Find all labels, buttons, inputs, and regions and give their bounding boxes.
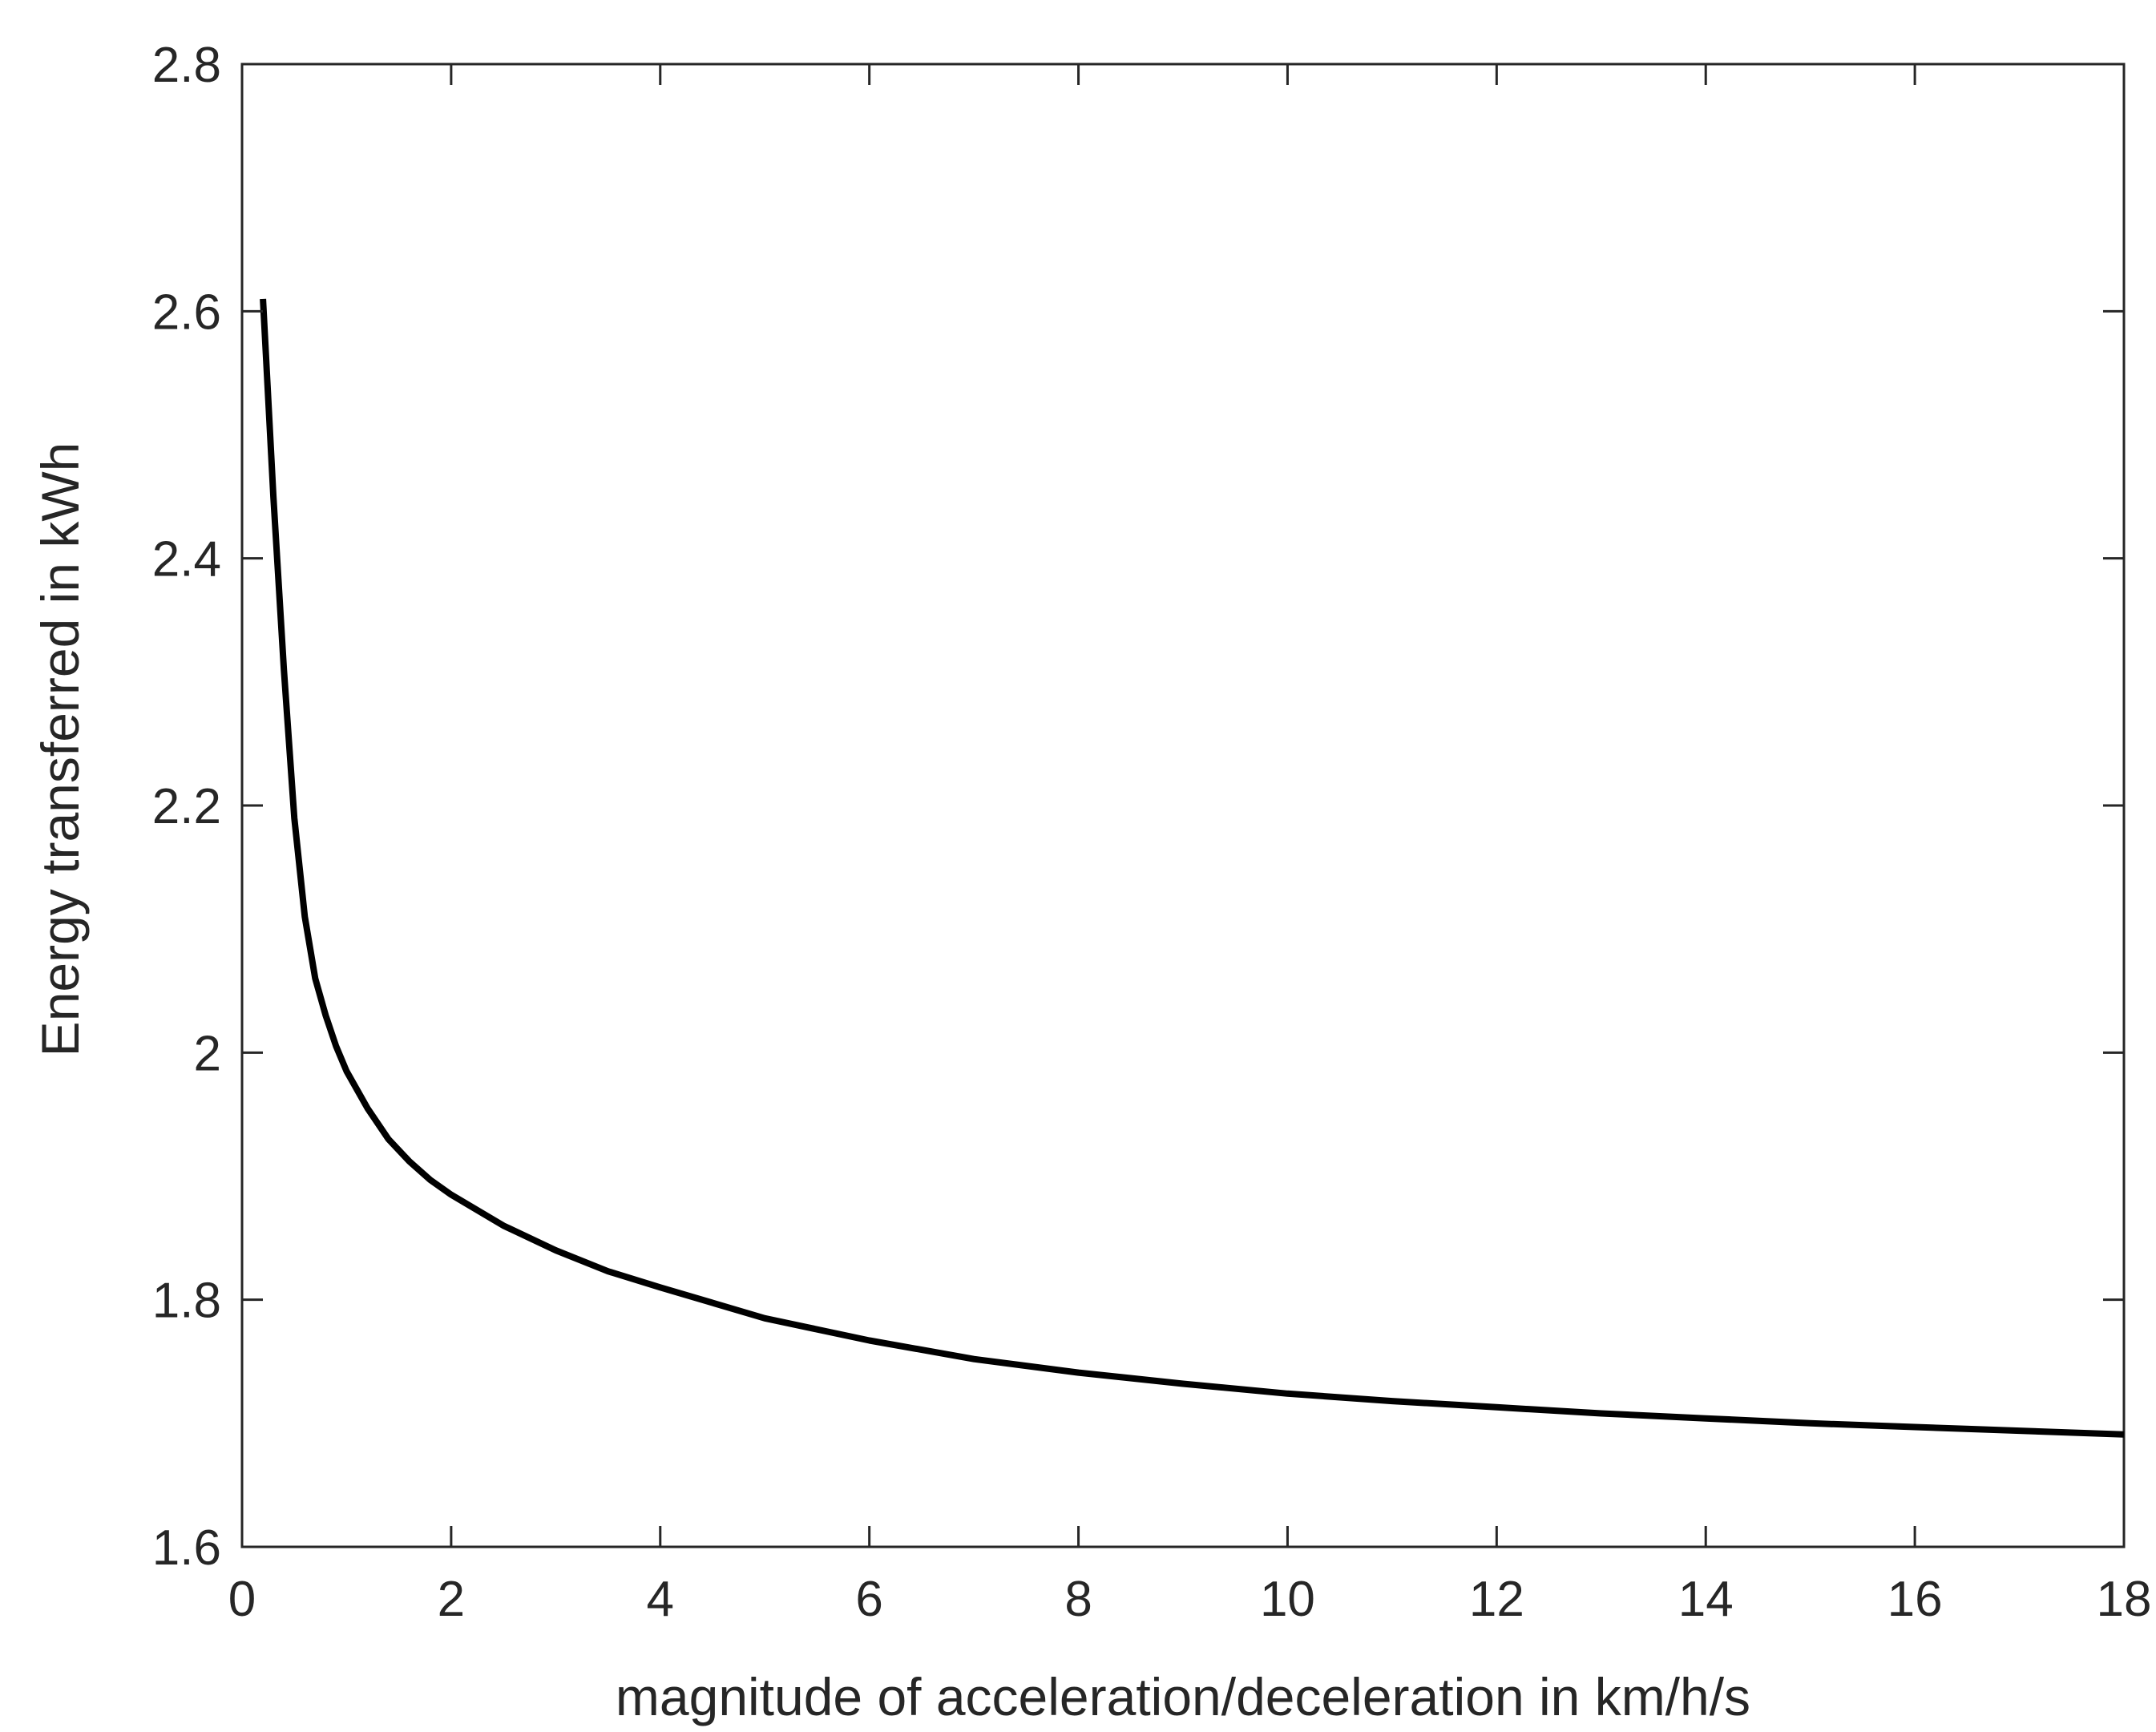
x-tick-label: 14 bbox=[1678, 1572, 1734, 1627]
x-tick-label: 2 bbox=[438, 1572, 465, 1627]
y-tick-label: 1.6 bbox=[152, 1520, 221, 1576]
y-axis-label: Energy transferred in kWh bbox=[30, 442, 90, 1057]
x-axis: 0 2 4 6 8 10 12 14 16 18 bbox=[228, 64, 2152, 1627]
y-axis: 1.6 1.8 2 2.2 2.4 2.6 2.8 bbox=[152, 38, 2124, 1576]
y-tick-label: 2.2 bbox=[152, 779, 221, 834]
x-tick-label: 6 bbox=[855, 1572, 882, 1627]
plot-area bbox=[240, 63, 2126, 1548]
x-axis-label: magnitude of acceleration/deceleration i… bbox=[616, 1667, 1750, 1726]
x-tick-label: 8 bbox=[1064, 1572, 1092, 1627]
y-tick-label: 2.4 bbox=[152, 532, 221, 587]
x-tick-label: 18 bbox=[2097, 1572, 2152, 1627]
y-tick-label: 2.6 bbox=[152, 285, 221, 340]
plot-frame bbox=[240, 63, 2126, 1548]
x-tick-label: 16 bbox=[1888, 1572, 1943, 1627]
series-line-0 bbox=[260, 298, 2125, 1438]
y-tick-label: 1.8 bbox=[152, 1274, 221, 1329]
y-tick-label: 2 bbox=[194, 1026, 221, 1081]
x-tick-label: 4 bbox=[647, 1572, 674, 1627]
y-tick-label: 2.8 bbox=[152, 38, 221, 93]
series-layer bbox=[260, 298, 2125, 1438]
x-tick-label: 0 bbox=[228, 1572, 256, 1627]
x-tick-label: 12 bbox=[1469, 1572, 1524, 1627]
x-tick-label: 10 bbox=[1260, 1572, 1315, 1627]
